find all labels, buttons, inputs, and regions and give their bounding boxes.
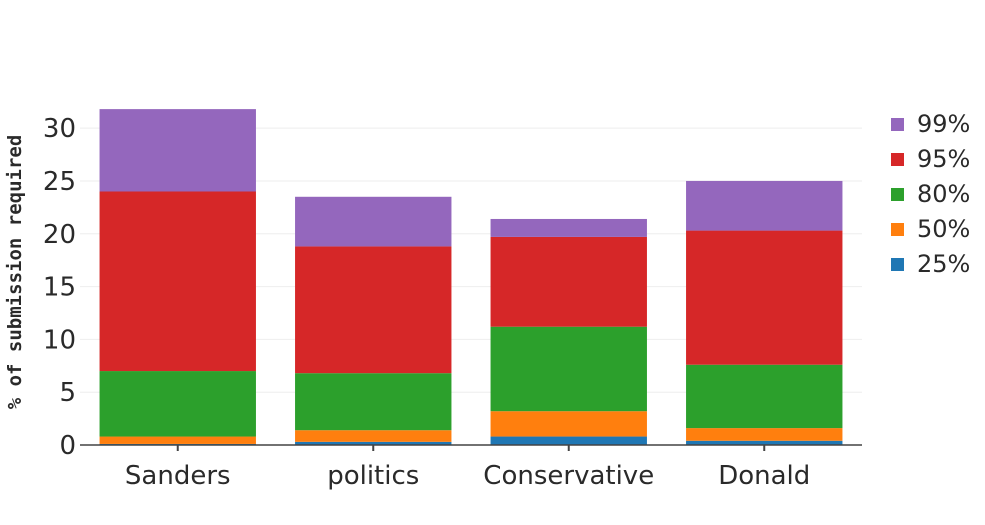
bar-segment-95pct [490,236,647,327]
legend-label: 95% [917,145,970,173]
bar-segment-99pct [490,218,647,237]
y-tick-label: 5 [59,378,76,408]
y-tick-label: 20 [43,220,76,250]
axes [80,444,862,451]
bar-segment-50pct [295,430,452,442]
legend: 99% 95% 80% 50% 25% [891,110,970,278]
legend-label: 25% [917,250,970,278]
legend-swatch [891,258,904,271]
x-tick-label: Sanders [125,461,231,491]
x-tick-label: Conservative [483,461,654,491]
bar-segment-50pct [99,436,256,444]
bar-segment-99pct [99,109,256,192]
legend-swatch [891,118,904,131]
bar-segment-95pct [295,246,452,374]
bar-segment-80pct [295,373,452,431]
y-tick-label: 0 [59,431,76,461]
bar-segment-80pct [490,326,647,412]
legend-swatch [891,153,904,166]
bar-segment-25pct [686,440,843,445]
bar-segment-50pct [490,411,647,437]
y-tick-label: 30 [43,114,76,144]
y-tick-labels: 0 5 10 15 20 25 30 [43,114,76,461]
bar-segment-80pct [99,371,256,437]
x-tick-label: politics [327,461,419,491]
bar-segment-25pct [490,436,647,445]
bar-segment-99pct [295,196,452,247]
bars [99,109,843,445]
bar-segment-50pct [686,428,843,441]
legend-swatch [891,223,904,236]
bar-segment-99pct [686,180,843,231]
legend-label: 50% [917,215,970,243]
y-axis-title: % of submission required [4,135,26,410]
bar-segment-25pct [295,441,452,445]
legend-label: 80% [917,180,970,208]
bar-segment-95pct [686,230,843,365]
legend-swatch [891,188,904,201]
y-tick-label: 25 [43,167,76,197]
x-tick-label: Donald [718,461,810,491]
bar-segment-80pct [686,364,843,429]
y-tick-label: 10 [43,325,76,355]
x-tick-labels: Sanders politics Conservative Donald [125,461,810,491]
y-tick-label: 15 [43,273,76,303]
bar-segment-95pct [99,191,256,372]
legend-label: 99% [917,110,970,138]
